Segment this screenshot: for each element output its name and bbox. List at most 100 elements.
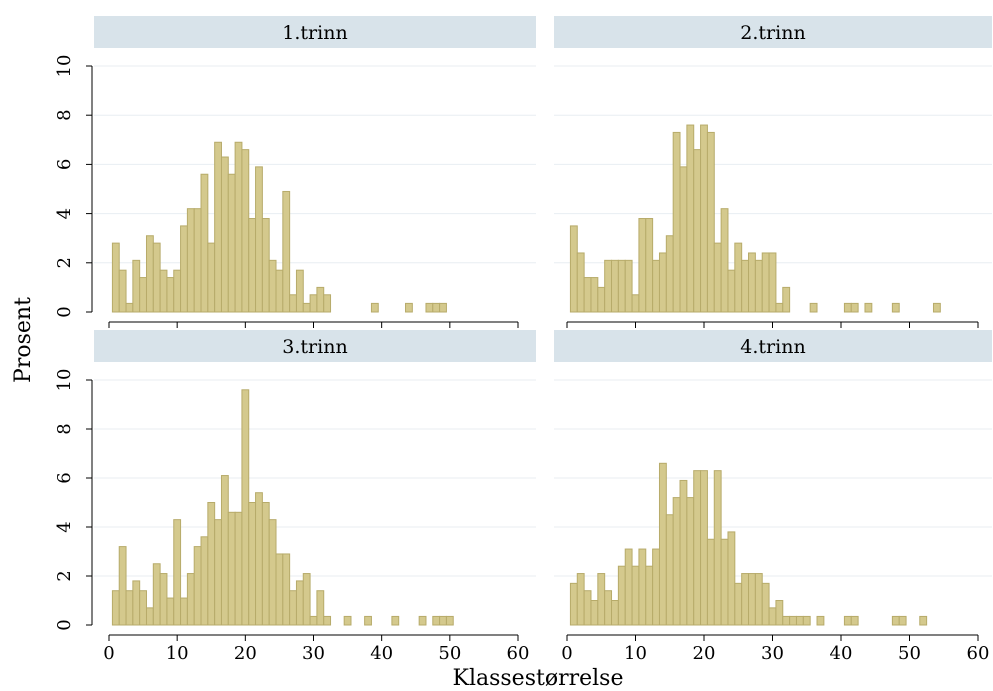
histogram-bar bbox=[734, 582, 743, 626]
histogram-bar bbox=[706, 538, 715, 626]
histogram-bar bbox=[370, 302, 379, 313]
histogram-bar bbox=[775, 302, 784, 313]
histogram-bar bbox=[645, 565, 654, 626]
histogram-bar bbox=[302, 573, 311, 626]
panel-strip bbox=[554, 16, 992, 48]
y-tick-label: 8 bbox=[54, 423, 75, 434]
histogram-bar bbox=[597, 573, 606, 626]
histogram-bar bbox=[268, 259, 277, 313]
x-tick-label: 0 bbox=[103, 643, 114, 664]
histogram-bar bbox=[405, 302, 413, 313]
y-tick-label: 2 bbox=[54, 570, 75, 581]
histogram-bar bbox=[741, 573, 750, 626]
histogram-bar bbox=[316, 590, 325, 626]
histogram-bar bbox=[898, 615, 907, 626]
histogram-bar bbox=[583, 277, 592, 313]
histogram-bar bbox=[295, 580, 304, 626]
y-tick-label: 6 bbox=[54, 159, 75, 170]
histogram-bar bbox=[768, 607, 777, 626]
histogram-bar bbox=[220, 475, 229, 626]
histogram-bar bbox=[631, 294, 640, 313]
histogram-bar bbox=[652, 548, 660, 626]
histogram-bar bbox=[364, 615, 372, 626]
histogram-bar bbox=[125, 302, 134, 313]
histogram-bar bbox=[125, 590, 134, 626]
histogram-bar bbox=[727, 269, 736, 313]
x-tick-label: 30 bbox=[761, 643, 784, 664]
histogram-bar bbox=[159, 573, 168, 626]
panel-4: 4.trinn 0 10 20 30 40 50 60 bbox=[554, 330, 992, 664]
histogram-bar bbox=[255, 166, 263, 313]
histogram-bar bbox=[700, 124, 708, 313]
histogram-bar bbox=[754, 573, 763, 626]
histogram-bar bbox=[720, 538, 729, 626]
panel-strip bbox=[94, 16, 536, 48]
histogram-bar bbox=[809, 302, 818, 313]
histogram-bar bbox=[241, 149, 250, 313]
histogram-bar bbox=[789, 615, 797, 626]
histogram-bar bbox=[748, 573, 756, 626]
y-axis-title: Prosent bbox=[11, 297, 36, 383]
histogram-bar bbox=[693, 149, 702, 313]
histogram-bar bbox=[309, 615, 318, 626]
histogram-bar bbox=[686, 124, 695, 313]
histogram-bar bbox=[569, 225, 578, 313]
histogram-bar bbox=[576, 573, 585, 626]
histogram-bar bbox=[173, 269, 182, 313]
histogram-bar bbox=[180, 225, 188, 313]
histogram-bar bbox=[118, 546, 127, 626]
histogram-bar bbox=[727, 531, 736, 626]
histogram-bar bbox=[761, 252, 770, 313]
histogram-bar bbox=[672, 131, 681, 313]
histogram-bar bbox=[713, 242, 722, 313]
y-tick-label: 10 bbox=[54, 369, 75, 392]
histogram-bar bbox=[597, 286, 606, 313]
histogram-bar bbox=[734, 242, 743, 313]
histogram-bar bbox=[139, 277, 147, 313]
histogram-bar bbox=[261, 218, 270, 313]
histogram-bar bbox=[645, 218, 654, 313]
histogram-bar bbox=[323, 615, 332, 626]
histogram-bar bbox=[207, 242, 216, 313]
histogram-bar bbox=[850, 302, 859, 313]
histogram-bar bbox=[782, 615, 791, 626]
histogram-bar bbox=[275, 553, 284, 626]
histogram-bar bbox=[652, 259, 660, 313]
histogram-bar bbox=[200, 536, 209, 626]
histogram-bar bbox=[111, 242, 120, 313]
histogram-bar bbox=[145, 607, 154, 626]
histogram-bar bbox=[255, 492, 263, 626]
histogram-bar bbox=[658, 252, 667, 313]
histogram-bar bbox=[590, 600, 599, 626]
histogram-bar bbox=[118, 269, 127, 313]
panel-title: 1.trinn bbox=[282, 22, 347, 44]
panel-strip bbox=[94, 330, 536, 362]
histogram-bar bbox=[775, 600, 784, 626]
panel-strip bbox=[554, 330, 992, 362]
histogram-bar bbox=[686, 497, 695, 626]
histogram-bar bbox=[611, 259, 619, 313]
histogram-bar bbox=[617, 259, 626, 313]
histogram-bar bbox=[323, 294, 332, 313]
histogram-bar bbox=[432, 302, 441, 313]
histogram-bar bbox=[590, 277, 599, 313]
histogram-bar bbox=[604, 590, 613, 626]
histogram-bar bbox=[227, 511, 236, 626]
histogram-bar bbox=[139, 590, 147, 626]
x-tick-label: 20 bbox=[234, 643, 257, 664]
histogram-bar bbox=[741, 259, 750, 313]
histogram-bar bbox=[180, 597, 188, 626]
histogram-bar bbox=[159, 269, 168, 313]
histogram-bar bbox=[631, 565, 640, 626]
histogram-bar bbox=[761, 582, 770, 626]
x-tick-label: 40 bbox=[370, 643, 393, 664]
histogram-bar bbox=[439, 615, 447, 626]
histogram-bar bbox=[891, 302, 900, 313]
histogram-bar bbox=[316, 286, 325, 313]
histogram-bar bbox=[302, 302, 311, 313]
x-tick-label: 10 bbox=[624, 643, 647, 664]
y-tick-label: 8 bbox=[54, 109, 75, 120]
histogram-bar bbox=[700, 470, 708, 626]
y-tick-label: 10 bbox=[54, 55, 75, 78]
